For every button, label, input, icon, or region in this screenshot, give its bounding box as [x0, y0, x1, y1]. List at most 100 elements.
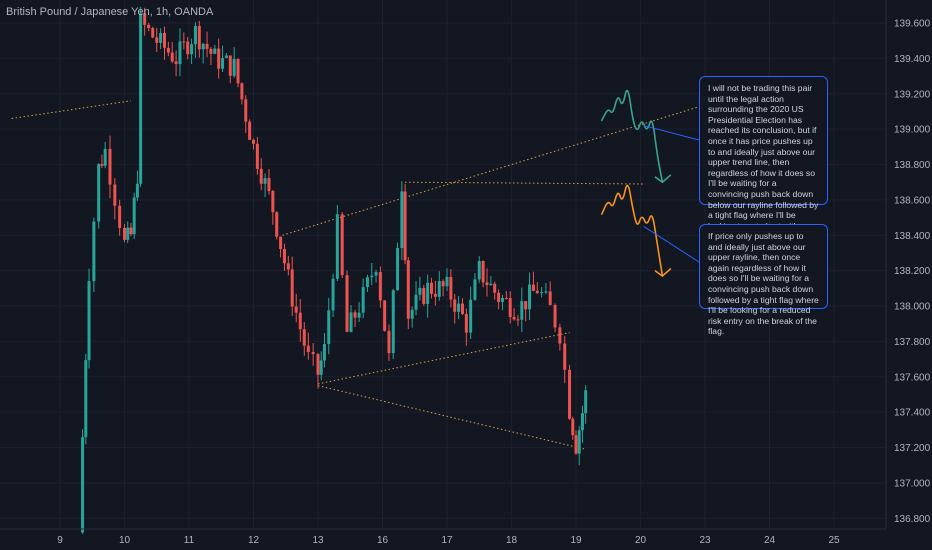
candle-body: [316, 354, 320, 375]
candle-body: [445, 276, 449, 287]
candle-body: [135, 183, 139, 198]
candle-body: [553, 305, 557, 328]
candle-body: [205, 43, 209, 49]
candle-body: [108, 148, 112, 185]
candle-body: [232, 59, 236, 76]
time-tick-label: 23: [699, 535, 711, 546]
candle-body: [259, 168, 263, 184]
candle-body: [271, 190, 275, 213]
candle-body: [403, 191, 407, 261]
candle-body: [396, 248, 400, 291]
candle-body: [240, 83, 244, 100]
candle-body: [193, 25, 197, 45]
time-tick-label: 20: [635, 535, 647, 546]
projection-path: [601, 89, 664, 184]
candle-body: [580, 413, 584, 431]
trend-lines: [11, 84, 770, 450]
candle-body: [349, 312, 353, 332]
candle-body: [574, 435, 578, 454]
candle-body: [322, 344, 326, 361]
candle-body: [255, 143, 259, 169]
price-tick-label: 139.200: [894, 89, 931, 100]
time-tick-label: 24: [764, 535, 776, 546]
candle-body: [387, 330, 391, 354]
candle-body: [84, 360, 88, 438]
trend-line: [282, 84, 770, 236]
trend-line: [405, 181, 644, 185]
time-tick-label: 16: [377, 535, 389, 546]
trend-line: [11, 100, 132, 120]
candle-body: [294, 306, 298, 313]
projection-arrowhead: [654, 268, 672, 277]
candle-body: [166, 47, 170, 53]
candle-body: [217, 48, 221, 69]
candle-body: [151, 28, 155, 38]
candle-body: [426, 282, 430, 304]
candle-body: [353, 312, 357, 318]
candle-body: [113, 184, 117, 206]
price-tick-label: 136.800: [894, 514, 931, 525]
candle-body: [224, 55, 228, 58]
candle-body: [493, 283, 497, 293]
candle-body: [422, 287, 426, 304]
candle-body: [236, 59, 240, 84]
candle-body: [365, 277, 369, 288]
price-tick-label: 139.600: [894, 19, 931, 30]
price-tick-label: 137.600: [894, 372, 931, 383]
price-tick-label: 137.800: [894, 337, 931, 348]
candle-body: [139, 13, 143, 184]
candle-body: [418, 287, 422, 295]
candle-body: [516, 319, 520, 321]
candle-body: [437, 281, 441, 297]
time-tick-label: 12: [248, 535, 260, 546]
trend-line: [317, 385, 586, 450]
time-tick-label: 13: [312, 535, 324, 546]
price-tick-label: 138.000: [894, 302, 931, 313]
price-tick-label: 139.000: [894, 125, 931, 136]
candle-body: [453, 299, 457, 312]
candle-body: [197, 25, 201, 50]
candle-body: [441, 281, 445, 287]
candle-body: [361, 287, 365, 313]
time-tick-label: 18: [506, 535, 518, 546]
candle-body: [279, 236, 283, 249]
candle-body: [584, 390, 588, 414]
candle-body: [430, 282, 434, 294]
candle-body: [414, 294, 418, 310]
candle-body: [481, 261, 485, 283]
candle-body: [132, 197, 136, 235]
candle-body: [221, 57, 225, 69]
candle-body: [500, 297, 504, 302]
candle-body: [298, 312, 302, 330]
candle-body: [170, 52, 174, 62]
candle-body: [548, 291, 552, 306]
trade-note-1[interactable]: I will not be trading this pair until th…: [699, 76, 828, 252]
candle-body: [558, 327, 562, 344]
candle-body: [118, 205, 122, 228]
time-tick-label: 17: [441, 535, 453, 546]
candle-body: [544, 291, 548, 293]
candle-body: [374, 272, 378, 276]
projections: [601, 89, 700, 277]
trend-line: [317, 332, 570, 385]
candle-body: [126, 227, 130, 240]
price-tick-label: 137.400: [894, 408, 931, 419]
price-tick-label: 138.800: [894, 160, 931, 171]
candle-body: [512, 317, 516, 320]
candle-body: [378, 272, 382, 301]
candle-body: [100, 164, 104, 166]
candle-body: [504, 297, 508, 299]
price-tick-label: 138.600: [894, 195, 931, 206]
candle-body: [335, 214, 339, 279]
candle-body: [400, 191, 404, 249]
candles: [81, 6, 588, 535]
candle-body: [473, 279, 477, 300]
price-tick-label: 138.200: [894, 266, 931, 277]
candle-body: [263, 178, 267, 184]
candle-body: [290, 269, 294, 307]
candle-body: [306, 345, 310, 352]
trade-note-2[interactable]: If price only pushes up to and ideally j…: [699, 224, 828, 336]
candle-body: [311, 351, 315, 355]
